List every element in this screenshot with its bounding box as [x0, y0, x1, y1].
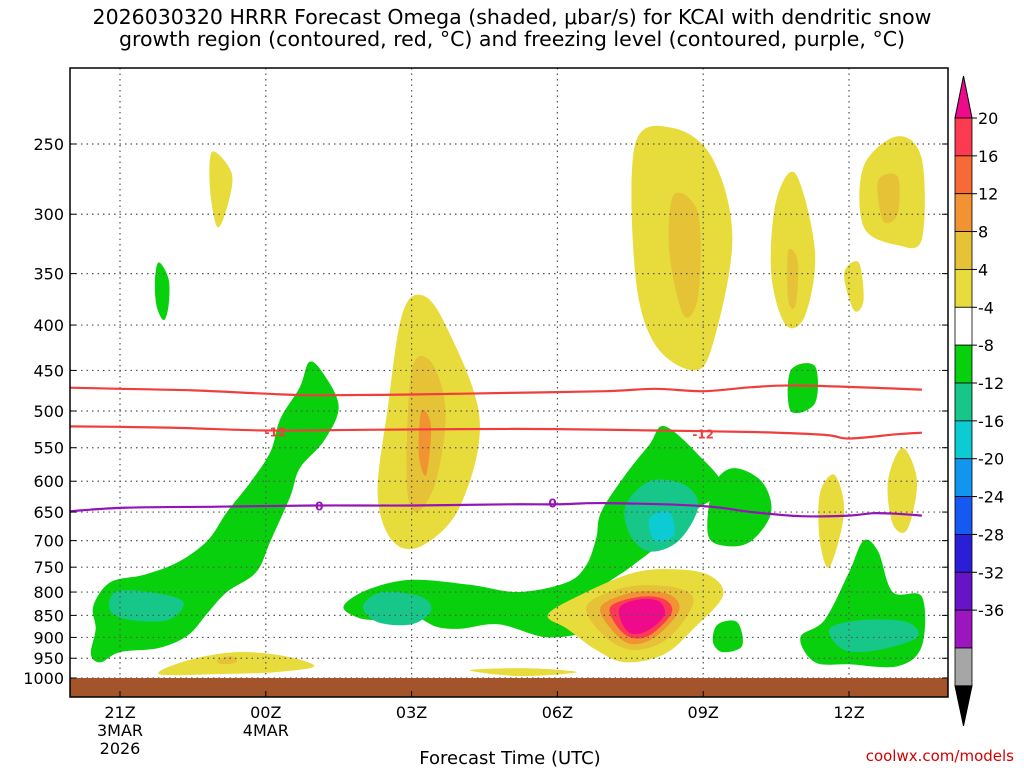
colorbar-bin-4	[954, 269, 973, 308]
y-tick-label-850: 850	[33, 606, 64, 625]
y-tick-label-700: 700	[33, 532, 64, 551]
plot-area: -12 -12 0 0	[70, 68, 948, 697]
x-tick-label-3-0: 00Z	[250, 703, 281, 722]
contour-dendritic-upper	[70, 384, 922, 397]
shade-descent-yellow-lowleft	[158, 651, 315, 676]
colorbar-label-12: -32	[978, 563, 1004, 582]
colorbar-bin-7	[954, 382, 973, 422]
shade-ascent-green-small-lower-right	[712, 620, 743, 653]
colorbar-label-7: -12	[978, 374, 1004, 393]
colorbar-label-8: -16	[978, 412, 1004, 431]
shade-descent-yellow-bottom-mid	[469, 668, 577, 677]
shade-descent-yellow-right-mid	[887, 447, 918, 533]
colorbar-label-5: -4	[978, 298, 994, 317]
shade-ascent-teal-left	[109, 590, 184, 622]
colorbar-bin-11	[954, 534, 973, 573]
plot-frame	[69, 67, 949, 698]
shade-descent-yellow-right-thin	[818, 474, 845, 568]
y-tick-label-900: 900	[33, 628, 64, 647]
colorbar-bin-10	[954, 496, 973, 535]
chart-title-line-1: 2026030320 HRRR Forecast Omega (shaded, …	[92, 5, 932, 29]
colorbar-label-4: 4	[978, 260, 988, 279]
colorbar-bin-8	[954, 420, 973, 460]
colorbar-bin-6	[954, 344, 973, 384]
y-tick-label-450: 450	[33, 361, 64, 380]
ground-surface	[70, 678, 948, 697]
colorbar-label-9: -20	[978, 450, 1004, 469]
y-tick-label-950: 950	[33, 649, 64, 668]
chart-title: 2026030320 HRRR Forecast Omega (shaded, …	[0, 6, 1024, 50]
colorbar-bin-12	[954, 571, 973, 611]
colorbar-bin-5	[954, 306, 973, 346]
colorbar: 20 16 12 8 4 -4 -8 -12 -16 -20 -24 -28 -32 -36	[954, 75, 1004, 726]
colorbar-label-2: 12	[978, 185, 998, 204]
x-tick-label-0-0: 21Z	[104, 703, 135, 722]
shade-descent-gold-col-right	[787, 248, 799, 309]
chart-title-line-2: growth region (contoured, red, °C) and f…	[118, 27, 906, 51]
colorbar-bin-0	[954, 117, 973, 157]
colorbar-label-11: -28	[978, 525, 1004, 544]
shade-descent-gold-top-right	[668, 192, 701, 318]
colorbar-bin-13	[954, 609, 973, 649]
shade-descent-gold-lowleft	[216, 656, 238, 665]
y-tick-label-600: 600	[33, 472, 64, 491]
contour-label-2: 0	[315, 499, 323, 513]
colorbar-bin-2	[954, 193, 973, 232]
y-tick-label-800: 800	[33, 583, 64, 602]
shade-ascent-green-left	[90, 361, 339, 663]
shade-ascent-green-small-top	[154, 262, 170, 321]
y-tick-label-750: 750	[33, 558, 64, 577]
x-tick-label-9-0: 06Z	[542, 703, 573, 722]
contour-dendritic-lower	[70, 425, 922, 440]
y-tick-label-400: 400	[33, 316, 64, 335]
contour-label-1: -12	[692, 427, 714, 441]
x-tick-label-15-0: 12Z	[833, 703, 864, 722]
colorbar-bin-3	[954, 231, 973, 270]
colorbar-top-arrow	[954, 75, 973, 119]
credit-link[interactable]: coolwx.com/models	[866, 747, 1014, 765]
y-tick-label-1000: 1000	[23, 669, 64, 688]
colorbar-bottom-arrow	[954, 685, 973, 726]
y-tick-label-250: 250	[33, 135, 64, 154]
shade-descent-yellow-col-right	[770, 171, 816, 329]
colorbar-label-10: -24	[978, 488, 1004, 507]
colorbar-label-13: -36	[978, 601, 1004, 620]
y-tick-label-300: 300	[33, 205, 64, 224]
colorbar-label-3: 8	[978, 223, 988, 242]
shade-descent-gold-far-right	[877, 173, 900, 224]
colorbar-label-1: 16	[978, 147, 998, 166]
shade-ascent-green-right-upper	[707, 468, 772, 547]
colorbar-label-0: 20	[978, 109, 998, 128]
shade-ascent-green-mid	[343, 425, 723, 638]
x-tick-label-12-0: 09Z	[688, 703, 719, 722]
shade-ascent-cyan-core	[648, 511, 675, 542]
shade-descent-yellow-small-right	[844, 261, 864, 312]
colorbar-bin-14	[954, 647, 973, 687]
contour-label-0: -12	[265, 425, 287, 439]
axes: 250 300 350 400 450 500 550 600 650 700 750 800 850 9…	[23, 67, 949, 758]
x-axis-label: Forecast Time (UTC)	[419, 748, 600, 768]
contour-label-3: 0	[548, 496, 556, 510]
shade-descent-magenta-core	[618, 598, 665, 635]
x-tick-label-6-0: 03Z	[396, 703, 427, 722]
contour-freezing-level	[70, 501, 922, 518]
x-tick-label-0-1: 3MAR	[97, 721, 143, 740]
shade-descent-yellow-left-top	[209, 151, 233, 228]
colorbar-label-6: -8	[978, 336, 994, 355]
y-tick-label-550: 550	[33, 439, 64, 458]
colorbar-bin-9	[954, 458, 973, 497]
shade-descent-orange-mid	[418, 409, 432, 476]
y-tick-label-350: 350	[33, 265, 64, 284]
shade-ascent-teal-right-low	[828, 619, 919, 653]
x-tick-label-0-2: 2026	[100, 739, 141, 758]
colorbar-bin-1	[954, 155, 973, 195]
x-tick-label-3-1: 4MAR	[243, 721, 289, 740]
y-tick-label-650: 650	[33, 503, 64, 522]
shade-ascent-green-right-top	[787, 363, 818, 414]
y-tick-label-500: 500	[33, 402, 64, 421]
shade-ascent-teal-mid	[362, 591, 432, 626]
